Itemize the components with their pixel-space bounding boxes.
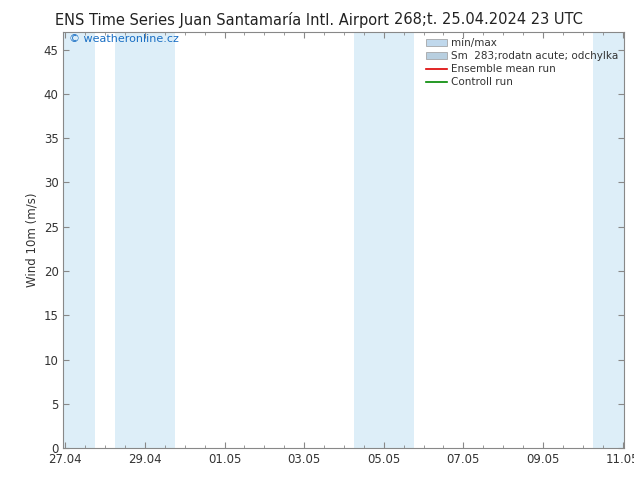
Legend: min/max, Sm  283;rodatn acute; odchylka, Ensemble mean run, Controll run: min/max, Sm 283;rodatn acute; odchylka, … (422, 34, 623, 92)
Bar (354, 32, 413, 448)
Text: © weatheronline.cz: © weatheronline.cz (69, 34, 179, 44)
Bar (115, 32, 175, 448)
Text: 268;t. 25.04.2024 23 UTC: 268;t. 25.04.2024 23 UTC (394, 12, 583, 27)
Text: ENS Time Series Juan Santamaría Intl. Airport: ENS Time Series Juan Santamaría Intl. Ai… (55, 12, 389, 28)
Bar (63, 32, 95, 448)
Y-axis label: Wind 10m (m/s): Wind 10m (m/s) (25, 193, 38, 287)
Bar (593, 32, 624, 448)
